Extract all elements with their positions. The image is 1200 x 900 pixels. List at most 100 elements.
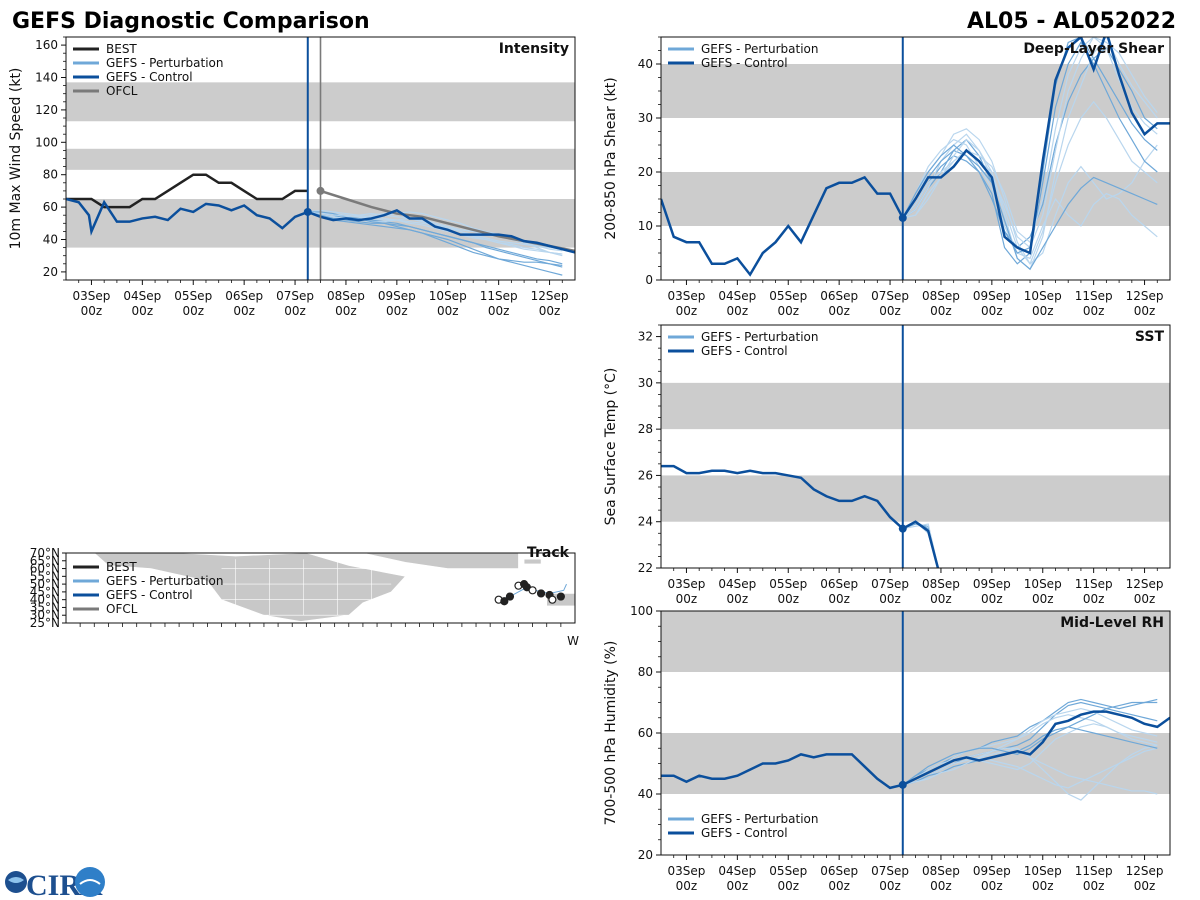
x-tick-label: 04Sep: [718, 289, 756, 303]
x-tick-label: 12Sep: [1126, 864, 1164, 878]
x-tick-label: 04Sep: [718, 577, 756, 591]
legend-label: GEFS - Perturbation: [701, 42, 818, 56]
legend-label: BEST: [106, 560, 137, 574]
perturbation-line: [902, 37, 1158, 244]
x-tick-label: 11Sep: [1075, 864, 1113, 878]
y-tick-label: 160: [35, 38, 58, 52]
shear-panel: 01020304003Sep00z04Sep00z05Sep00z06Sep00…: [603, 36, 1171, 318]
x-tick-sublabel: 00z: [182, 304, 204, 318]
x-tick-label: 05Sep: [769, 577, 807, 591]
x-tick-label: 09Sep: [378, 289, 416, 303]
x-tick-sublabel: 00z: [930, 592, 952, 606]
legend-label: GEFS - Perturbation: [106, 56, 223, 70]
y-tick-label: 60: [638, 726, 653, 740]
perturbation-line: [307, 211, 563, 276]
x-tick-label: 04Sep: [718, 864, 756, 878]
x-tick-sublabel: 00z: [1083, 879, 1105, 893]
y-tick-label: 26: [638, 468, 653, 482]
x-tick-label: 03Sep: [668, 864, 706, 878]
track-point: [500, 597, 509, 606]
x-tick-label: 03Sep: [73, 289, 111, 303]
panel-title: Intensity: [499, 41, 569, 57]
perturbation-line: [307, 211, 563, 267]
sst-panel: 22242628303203Sep00z04Sep00z05Sep00z06Se…: [603, 324, 1171, 606]
y-tick-label: 80: [43, 168, 58, 182]
x-tick-sublabel: 00z: [539, 304, 561, 318]
x-tick-label: 07Sep: [871, 864, 909, 878]
legend-label: GEFS - Perturbation: [701, 330, 818, 344]
x-tick-label: 05Sep: [174, 289, 212, 303]
land-shape: [523, 558, 542, 565]
perturbation-line: [902, 149, 1158, 271]
x-tick-sublabel: 00z: [727, 879, 749, 893]
x-tick-sublabel: 00z: [828, 879, 850, 893]
satellite-icon: [75, 867, 105, 897]
x-tick-label: 09Sep: [973, 864, 1011, 878]
x-tick-label: 10Sep: [429, 289, 467, 303]
perturbation-line: [902, 726, 1158, 786]
x-tick-label: 11Sep: [480, 289, 518, 303]
y-tick-label: 10: [638, 219, 653, 233]
x-tick-sublabel: 00z: [132, 304, 154, 318]
x-tick-label: 03Sep: [668, 289, 706, 303]
x-tick-sublabel: 00z: [879, 592, 901, 606]
x-tick-sublabel: 00z: [233, 304, 255, 318]
x-tick-sublabel: 00z: [386, 304, 408, 318]
perturbation-line: [902, 701, 1158, 786]
lat-tick-label: 60°N: [30, 562, 60, 576]
y-tick-label: 20: [638, 848, 653, 862]
lat-tick-label: 45°N: [30, 585, 60, 599]
x-tick-label: 09Sep: [973, 289, 1011, 303]
lat-tick-label: 40°N: [30, 593, 60, 607]
x-tick-label: 06Sep: [820, 577, 858, 591]
x-tick-sublabel: 00z: [777, 592, 799, 606]
x-tick-label: 07Sep: [276, 289, 314, 303]
series-layer: [661, 698, 1170, 801]
legend-label: GEFS - Control: [701, 826, 788, 840]
x-tick-sublabel: 00z: [676, 592, 698, 606]
x-tick-label: 07Sep: [871, 289, 909, 303]
x-tick-label: 12Sep: [531, 289, 569, 303]
panel-title: Deep-Layer Shear: [1023, 41, 1164, 57]
track-point: [536, 589, 546, 598]
lat-tick-label: 30°N: [30, 608, 60, 622]
x-tick-sublabel: 00z: [930, 879, 952, 893]
panel-title: Mid-Level RH: [1060, 615, 1164, 631]
x-tick-sublabel: 00z: [676, 879, 698, 893]
y-tick-label: 32: [638, 330, 653, 344]
threshold-band: [661, 475, 1170, 522]
lat-tick-label: 55°N: [30, 569, 60, 583]
x-tick-sublabel: 00z: [1032, 879, 1054, 893]
y-tick-label: 20: [638, 165, 653, 179]
series-layer: [661, 464, 940, 568]
x-tick-label: 09Sep: [973, 577, 1011, 591]
lon-tick-label-end: W: [567, 634, 579, 648]
x-tick-label: 06Sep: [225, 289, 263, 303]
x-tick-sublabel: 00z: [488, 304, 510, 318]
perturbation-line: [902, 707, 1158, 786]
x-tick-label: 04Sep: [123, 289, 161, 303]
x-tick-label: 08Sep: [922, 864, 960, 878]
x-tick-sublabel: 00z: [981, 304, 1003, 318]
legend-label: GEFS - Perturbation: [701, 812, 818, 826]
x-tick-label: 12Sep: [1126, 577, 1164, 591]
legend-label: GEFS - Control: [701, 56, 788, 70]
x-tick-sublabel: 00z: [930, 304, 952, 318]
x-tick-sublabel: 00z: [727, 592, 749, 606]
y-tick-label: 20: [43, 265, 58, 279]
lat-tick-label: 35°N: [30, 600, 60, 614]
control-line: [661, 464, 940, 568]
perturbation-line: [307, 211, 563, 255]
threshold-band: [661, 382, 1170, 430]
perturbation-line: [902, 100, 1158, 265]
control-line: [661, 710, 1170, 790]
y-tick-label: 140: [35, 71, 58, 85]
x-tick-sublabel: 00z: [777, 879, 799, 893]
threshold-band: [661, 611, 1170, 672]
y-tick-label: 100: [630, 604, 653, 618]
y-tick-label: 40: [43, 233, 58, 247]
perturbation-line: [902, 698, 1158, 786]
plot-area: [661, 325, 1170, 568]
